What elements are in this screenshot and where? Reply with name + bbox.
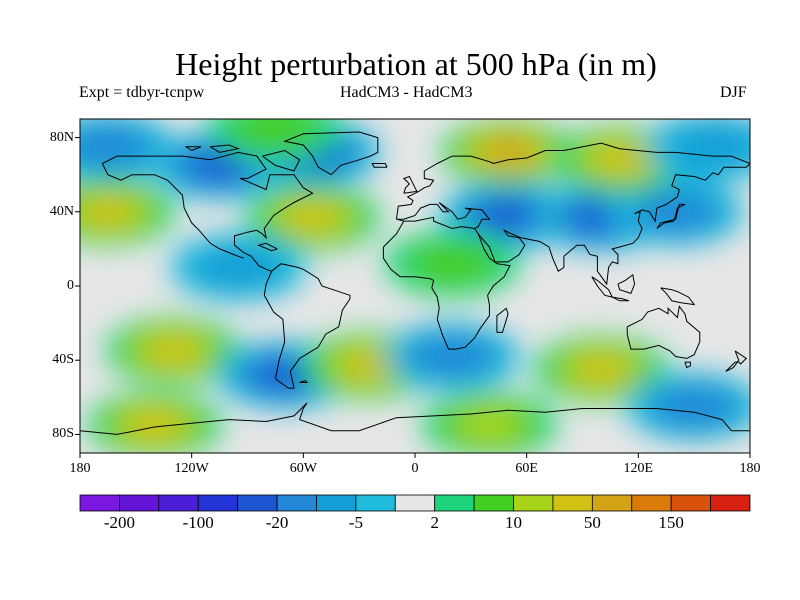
coastline-8 (383, 220, 405, 248)
colorbar-label: -100 (182, 513, 214, 532)
anomaly-contour-10-3 (590, 144, 650, 176)
coastline-1 (263, 263, 351, 389)
coastline-17 (617, 274, 636, 295)
anomaly-contour-11-1 (667, 124, 750, 170)
coastline-6 (396, 202, 491, 230)
y-tick-label: 0 (67, 278, 74, 293)
anomaly-contour-18-3 (125, 409, 184, 441)
colorbar-label: 150 (658, 513, 684, 532)
x-tick-label: 180 (69, 461, 91, 476)
coastline-21 (262, 149, 301, 172)
anomaly-field (80, 119, 750, 453)
coastline-0 (102, 151, 314, 272)
anomaly-contour-17-2 (659, 388, 730, 425)
axis-ticks (75, 137, 751, 458)
coastline-20 (257, 242, 278, 252)
anomaly-contour-9-4 (482, 138, 534, 166)
coastline-4 (395, 142, 750, 220)
coastline-5 (402, 175, 418, 194)
colorbar (79, 494, 751, 512)
coastline-23 (184, 146, 202, 151)
x-tick-label: 0 (411, 461, 419, 476)
x-tick-label: 120E (623, 461, 654, 476)
coastlines (80, 131, 750, 435)
colorbar-swatch-1 (119, 494, 160, 512)
coastline-11 (656, 203, 686, 229)
x-tick-label: 180 (739, 461, 761, 476)
models-label: HadCM3 - HadCM3 (340, 84, 473, 101)
anomaly-contour-15-2 (417, 338, 488, 375)
y-tick-label: 80S (52, 426, 74, 442)
x-tick-label: 60W (289, 461, 317, 476)
colorbar-swatch-11 (513, 494, 554, 512)
colorbar-label: 2 (430, 513, 439, 532)
coastline-16 (612, 296, 630, 302)
colorbar-label: -20 (265, 513, 289, 532)
colorbar-swatch-8 (394, 494, 436, 512)
coastline-12 (626, 305, 701, 359)
coastline-2 (101, 163, 244, 259)
anomaly-contour-8-2 (640, 193, 711, 230)
anomaly-contour-4-3 (283, 202, 342, 233)
coastline-3 (282, 131, 379, 176)
anomaly-contour-20-1 (193, 244, 283, 291)
colorbar-swatch-15 (670, 494, 711, 512)
season-label: DJF (720, 84, 747, 101)
experiment-label: Expt = tdbyr-tcnpw (79, 84, 205, 101)
colorbar-label: -200 (103, 513, 135, 532)
anomaly-contour-19-2 (454, 407, 525, 444)
coastline-7 (382, 228, 511, 350)
anomaly-contour-21-1 (407, 240, 498, 287)
anomaly-contour-6-3 (478, 200, 538, 231)
coastline-22 (210, 144, 240, 153)
coastline-18 (660, 287, 696, 306)
anomaly-contour-12-3 (143, 335, 203, 367)
colorbar-label: -5 (348, 513, 363, 532)
coastline-24 (371, 163, 388, 168)
colorbar-label: 50 (583, 513, 601, 532)
colorbar-swatch-10 (473, 494, 514, 512)
colorbar-label: 10 (505, 513, 523, 532)
anomaly-contour-16-3 (571, 354, 631, 385)
colorbar-swatch-4 (237, 494, 278, 512)
y-tick-label: 40N (49, 203, 74, 219)
anomaly-contour-2-2 (80, 128, 143, 165)
coastline-9 (496, 307, 509, 333)
anomaly-contour-5-1 (230, 119, 321, 152)
y-tick-label: 80N (49, 129, 74, 145)
anomaly-contour-3-3 (80, 196, 138, 228)
colorbar-swatch-6 (316, 494, 357, 512)
colorbar-swatch-13 (591, 494, 633, 512)
colorbar-swatch-16 (710, 494, 751, 512)
x-tick-label: 60E (515, 461, 538, 476)
colorbar-swatch-9 (434, 494, 475, 512)
anomaly-contour-14-3 (339, 350, 398, 382)
coastline-10 (477, 163, 750, 286)
colorbar-swatch-2 (158, 494, 199, 512)
colorbar-swatch-12 (552, 494, 593, 512)
anomaly-contour-13-3 (255, 359, 315, 391)
colorbar-swatch-0 (79, 494, 120, 512)
coastline-25 (299, 380, 309, 383)
y-tick-label: 40S (52, 352, 74, 368)
colorbar-swatch-5 (276, 494, 317, 512)
chart-title: Height perturbation at 500 hPa (in m) (175, 46, 657, 82)
colorbar-swatch-3 (197, 494, 239, 512)
colorbar-swatch-7 (355, 494, 396, 512)
colorbar-swatch-14 (631, 494, 672, 512)
coastline-19 (80, 402, 750, 435)
coastline-13 (684, 361, 691, 369)
anomaly-contour-0-3 (190, 150, 249, 181)
coastline-14 (725, 350, 748, 372)
x-tick-label: 120W (174, 461, 209, 476)
